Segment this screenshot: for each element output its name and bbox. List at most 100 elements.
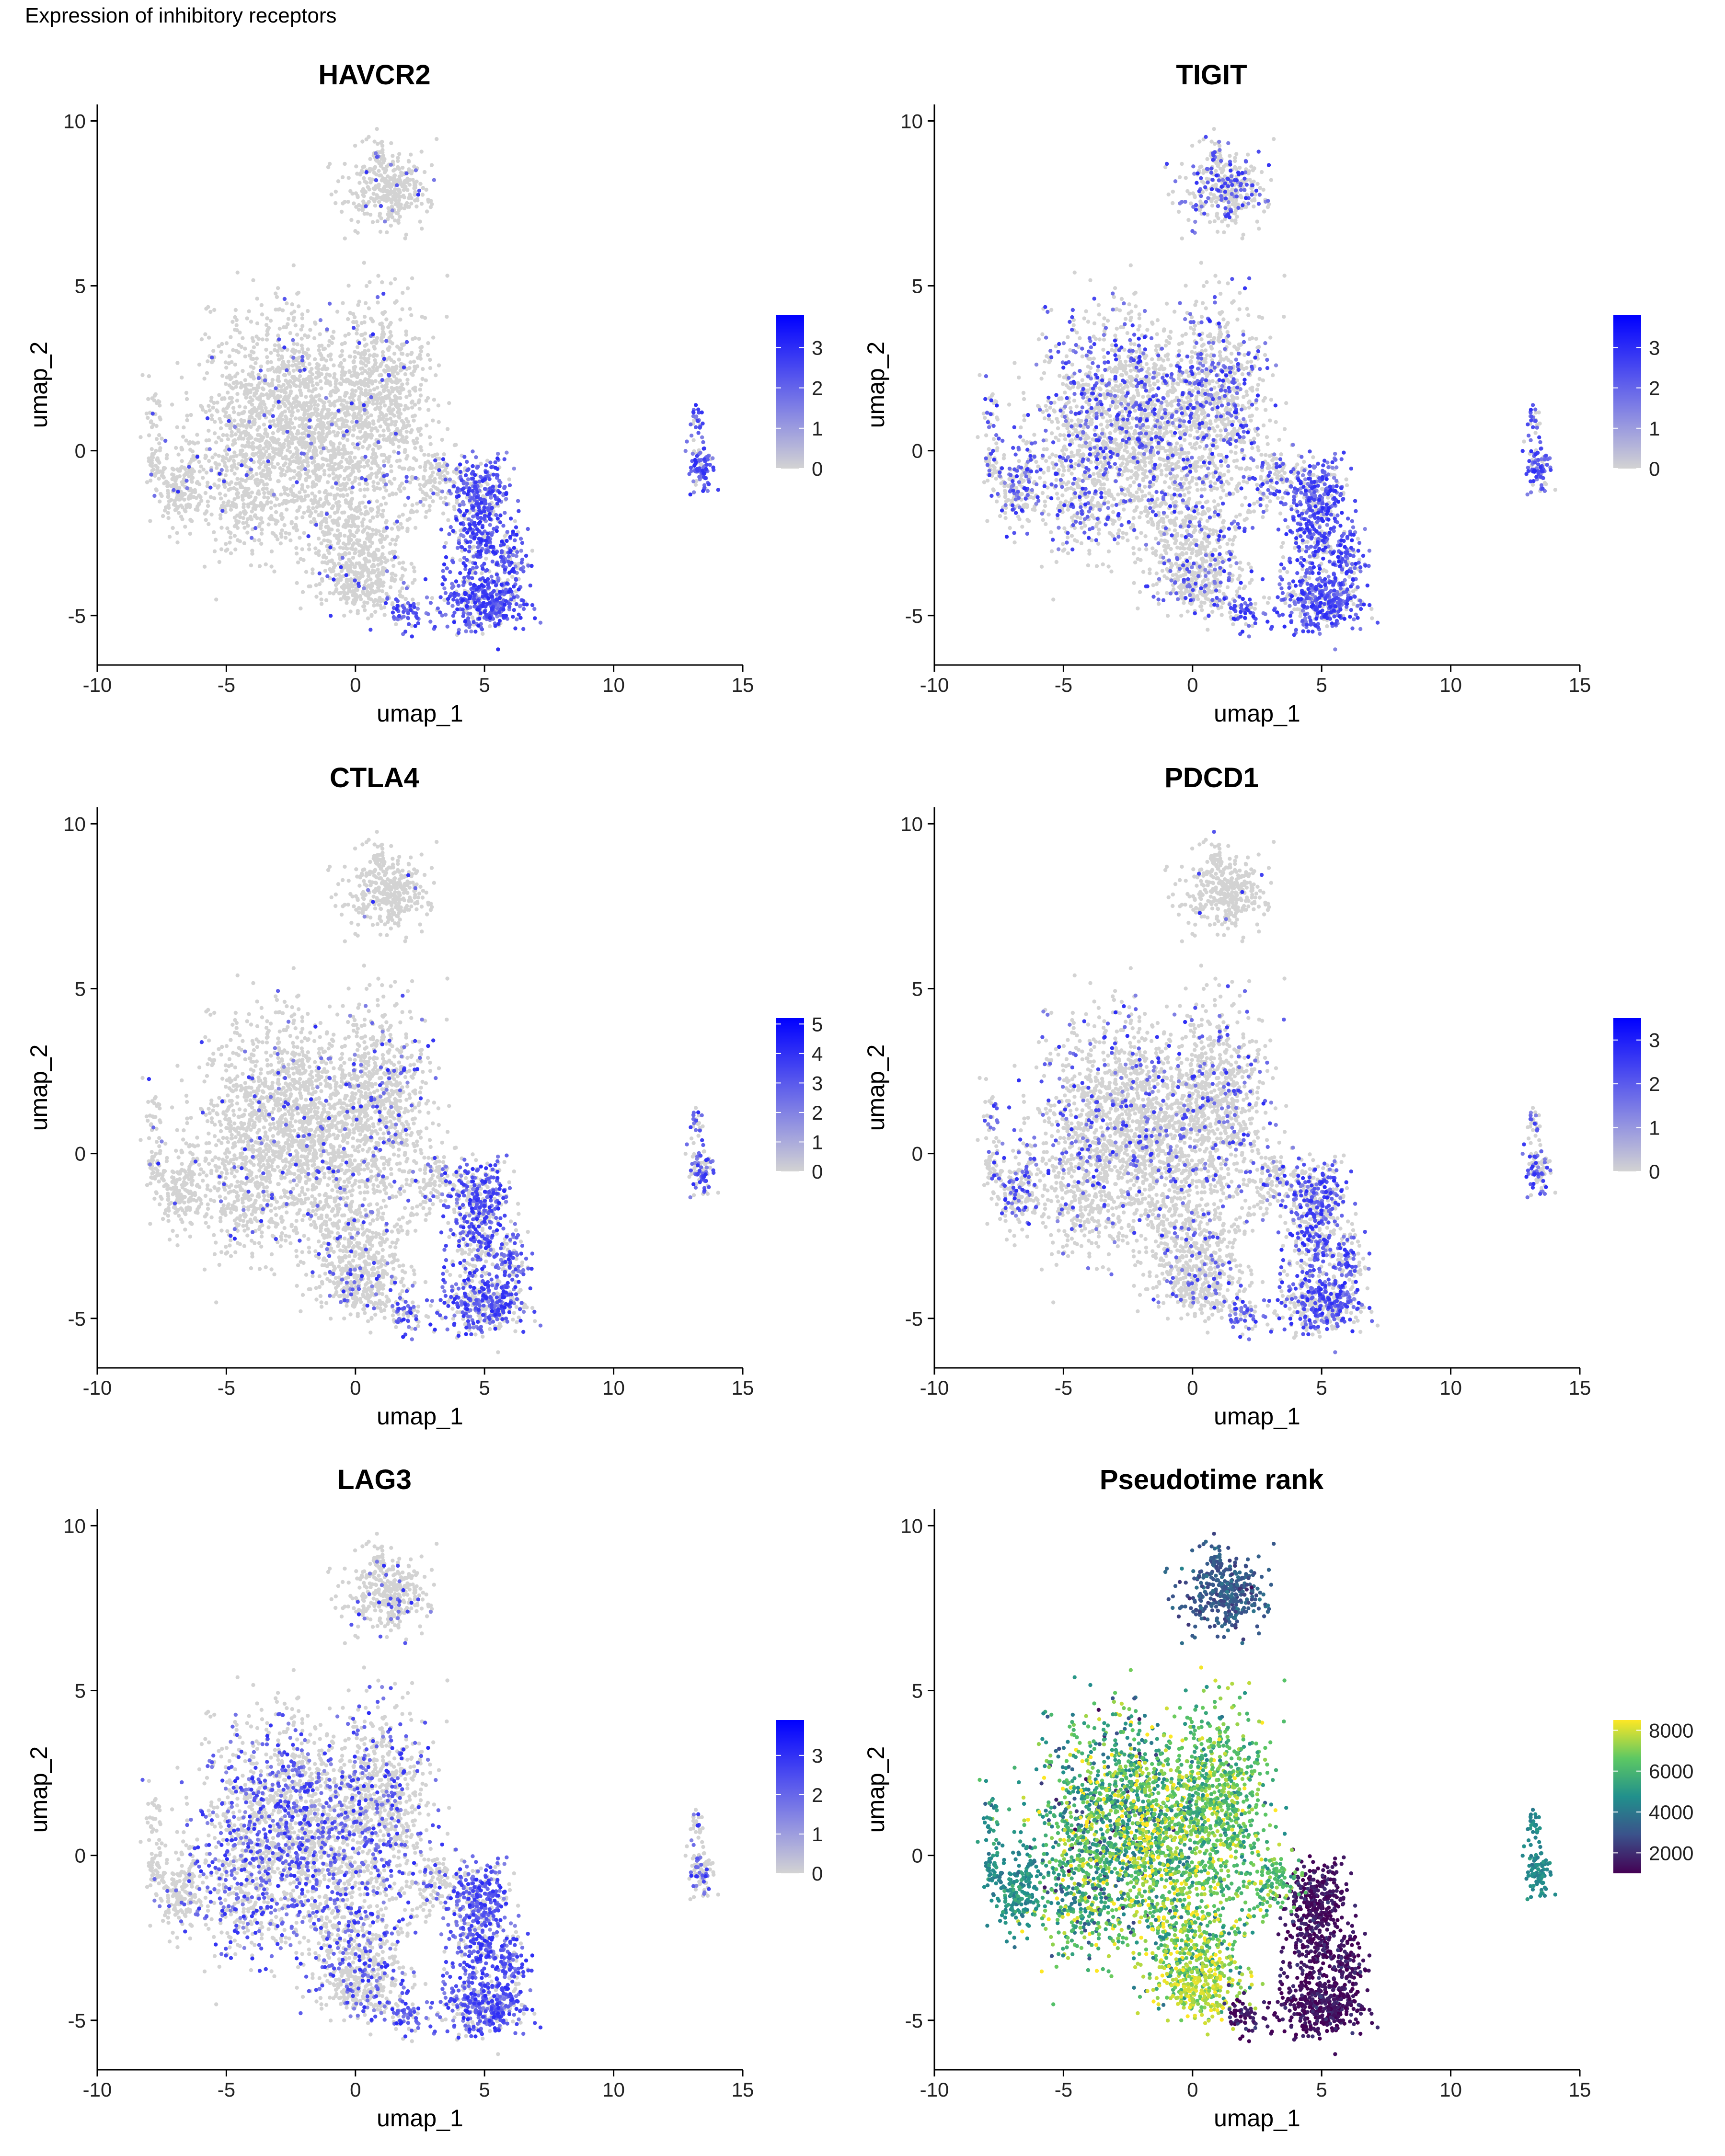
point	[492, 580, 496, 584]
point	[243, 378, 247, 382]
point	[711, 466, 715, 470]
point	[468, 596, 472, 600]
point	[157, 461, 161, 465]
point	[340, 210, 344, 214]
point	[415, 436, 419, 440]
point	[503, 485, 506, 489]
point	[392, 174, 396, 178]
point	[204, 454, 207, 458]
point	[357, 553, 361, 557]
point	[366, 594, 369, 597]
point	[189, 478, 193, 482]
point	[243, 347, 247, 351]
point	[465, 460, 469, 464]
point	[395, 183, 399, 187]
point	[321, 430, 324, 434]
point	[217, 454, 221, 458]
point	[378, 557, 382, 561]
point	[489, 575, 493, 579]
point	[279, 541, 283, 545]
point	[276, 333, 280, 337]
point	[405, 340, 409, 344]
point	[337, 562, 341, 565]
point	[180, 376, 184, 379]
point	[195, 496, 198, 500]
point	[230, 464, 233, 468]
point	[270, 488, 274, 492]
point	[464, 473, 468, 477]
point	[407, 424, 411, 427]
point	[257, 376, 261, 380]
point	[376, 482, 380, 485]
point	[269, 461, 273, 465]
point	[246, 524, 250, 528]
point	[370, 589, 374, 593]
point	[210, 456, 214, 459]
point	[422, 484, 426, 488]
point	[245, 531, 249, 535]
point	[507, 477, 511, 481]
point	[378, 603, 382, 607]
point	[512, 596, 516, 599]
point	[318, 497, 322, 501]
point	[389, 469, 393, 473]
point	[159, 492, 162, 496]
point	[385, 189, 389, 193]
point	[379, 533, 383, 537]
point	[188, 440, 192, 444]
point	[386, 365, 390, 369]
point	[471, 591, 474, 595]
point	[243, 445, 247, 448]
point	[697, 475, 701, 479]
point	[189, 413, 193, 417]
point	[364, 478, 368, 482]
point	[239, 381, 243, 385]
point	[255, 297, 259, 300]
point	[329, 353, 333, 356]
point	[344, 563, 348, 567]
point	[471, 489, 474, 493]
point	[515, 602, 518, 606]
point	[250, 491, 254, 494]
point	[371, 563, 375, 567]
point	[509, 516, 513, 520]
point	[342, 434, 345, 437]
point	[163, 439, 167, 443]
point	[370, 507, 374, 511]
point	[351, 442, 355, 446]
point	[319, 451, 323, 455]
point	[150, 464, 154, 468]
point	[393, 301, 397, 305]
point	[149, 419, 153, 423]
point	[349, 547, 353, 550]
point	[233, 534, 237, 538]
point	[306, 464, 310, 468]
point	[450, 586, 454, 590]
point	[204, 518, 208, 522]
point	[472, 605, 476, 608]
point	[435, 462, 439, 466]
point	[501, 608, 505, 611]
point	[391, 602, 394, 606]
point	[261, 480, 264, 483]
point	[291, 338, 295, 342]
point	[150, 452, 154, 456]
point	[314, 509, 318, 513]
point	[393, 555, 397, 559]
point	[701, 489, 705, 493]
point	[321, 356, 325, 360]
point	[429, 466, 433, 470]
point	[224, 366, 228, 369]
point	[282, 345, 286, 349]
point	[327, 426, 331, 430]
point	[377, 548, 380, 552]
point	[396, 159, 400, 163]
point	[242, 392, 246, 396]
point	[258, 458, 262, 461]
point	[691, 410, 695, 414]
point	[185, 413, 189, 417]
point	[197, 502, 201, 505]
point	[405, 201, 409, 205]
point	[367, 135, 370, 139]
point	[696, 419, 700, 423]
